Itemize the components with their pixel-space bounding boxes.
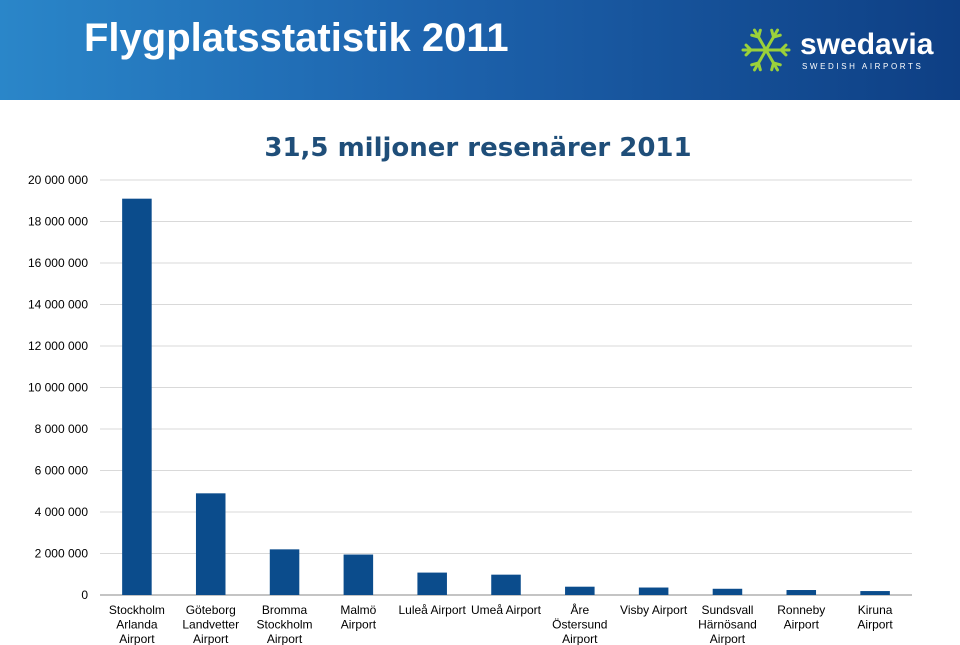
y-axis-ticks: 0 2 000 000 4 000 000 6 000 000 8 000 000 10 … <box>28 173 88 602</box>
bar <box>122 198 152 596</box>
x-tick-label: Bromma Stockholm Airport <box>257 603 313 645</box>
chart-title: 31,5 miljoner resenärer 2011 <box>264 133 691 163</box>
y-tick-label: 12 000 000 <box>28 339 88 353</box>
y-tick-label: 20 000 000 <box>28 173 88 187</box>
header-banner: Flygplatsstatistik 2011 swedavia SWEDISH… <box>0 0 960 100</box>
snowflake-icon <box>741 28 791 72</box>
bar <box>269 549 300 595</box>
bar <box>343 554 374 595</box>
x-axis-labels: Stockholm Arlanda Airport Göteborg Landvette… <box>109 602 894 645</box>
x-tick-label: Umeå Airport <box>471 603 542 617</box>
bars <box>122 198 890 596</box>
x-tick-label: Kiruna Airport <box>857 603 893 632</box>
x-tick-label: Malmö Airport <box>340 603 376 632</box>
bar <box>417 572 447 595</box>
logo-wordmark: swedavia <box>800 28 934 61</box>
x-tick-label: Åre Östersund Airport <box>552 602 607 645</box>
bar <box>491 574 521 595</box>
y-tick-label: 8 000 000 <box>35 422 89 436</box>
y-tick-label: 6 000 000 <box>35 464 89 478</box>
page-title: Flygplatsstatistik 2011 <box>84 16 509 60</box>
logo-tagline: SWEDISH AIRPORTS <box>802 62 924 71</box>
gridlines <box>100 179 912 596</box>
bar <box>638 587 669 595</box>
y-tick-label: 14 000 000 <box>28 298 88 312</box>
bar-chart: 31,5 miljoner resenärer 2011 0 2 000 000 4… <box>28 133 912 645</box>
y-tick-label: 4 000 000 <box>35 505 89 519</box>
y-tick-label: 0 <box>81 588 88 602</box>
swedavia-logo: swedavia SWEDISH AIRPORTS <box>740 24 940 76</box>
bar <box>860 591 890 595</box>
y-tick-label: 16 000 000 <box>28 256 88 270</box>
x-tick-label: Sundsvall Härnösand Airport <box>698 603 757 645</box>
bar <box>786 590 817 595</box>
bar <box>195 493 226 595</box>
bar <box>565 586 595 595</box>
x-tick-label: Ronneby Airport <box>777 603 825 632</box>
x-tick-label: Stockholm Arlanda Airport <box>109 603 165 645</box>
y-tick-label: 10 000 000 <box>28 381 88 395</box>
y-tick-label: 18 000 000 <box>28 215 88 229</box>
bar <box>712 588 743 595</box>
x-tick-label: Visby Airport <box>620 603 688 617</box>
y-tick-label: 2 000 000 <box>35 547 89 561</box>
x-tick-label: Luleå Airport <box>398 603 466 617</box>
x-tick-label: Göteborg Landvetter Airport <box>182 603 239 645</box>
